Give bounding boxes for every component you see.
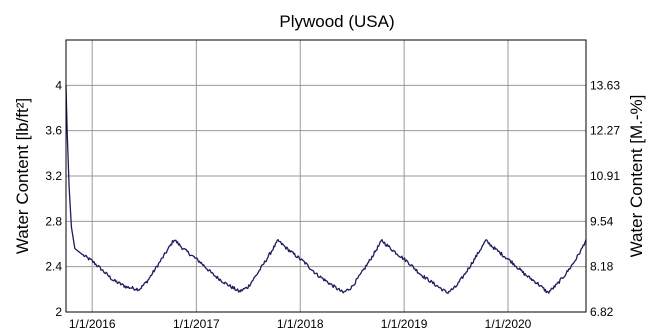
x-tick-label: 1/1/2018 bbox=[277, 317, 324, 331]
tick-labels: 1/1/2016 1/1/2017 1/1/2018 1/1/2019 1/1/2020… bbox=[45, 78, 620, 331]
y-axis-label: Water Content [lb/ft²] bbox=[13, 98, 32, 254]
y-tick-label: 2.8 bbox=[45, 214, 62, 228]
plot-frame bbox=[65, 39, 587, 313]
y-tick-label: 3.2 bbox=[45, 169, 62, 183]
y2-tick-label: 12.27 bbox=[590, 124, 620, 138]
y2-tick-label: 13.63 bbox=[590, 78, 620, 92]
y2-axis-label: Water Content [M.-%] bbox=[627, 95, 646, 258]
series-layer bbox=[65, 85, 587, 295]
y2-tick-label: 9.54 bbox=[590, 214, 614, 228]
y2-tick-label: 6.82 bbox=[590, 305, 614, 319]
x-tick-label: 1/1/2019 bbox=[381, 317, 428, 331]
x-tick-label: 1/1/2020 bbox=[485, 317, 532, 331]
gridlines bbox=[66, 40, 586, 312]
y2-tick-label: 10.91 bbox=[590, 169, 620, 183]
y-tick-label: 4 bbox=[55, 78, 62, 92]
series-line bbox=[65, 85, 587, 295]
chart-title: Plywood (USA) bbox=[279, 12, 394, 31]
y-tick-label: 3.6 bbox=[45, 124, 62, 138]
y-tick-label: 2.4 bbox=[45, 260, 62, 274]
x-tick-label: 1/1/2016 bbox=[69, 317, 116, 331]
y2-tick-label: 8.18 bbox=[590, 260, 614, 274]
x-tick-label: 1/1/2017 bbox=[173, 317, 220, 331]
y-tick-label: 2 bbox=[55, 305, 62, 319]
